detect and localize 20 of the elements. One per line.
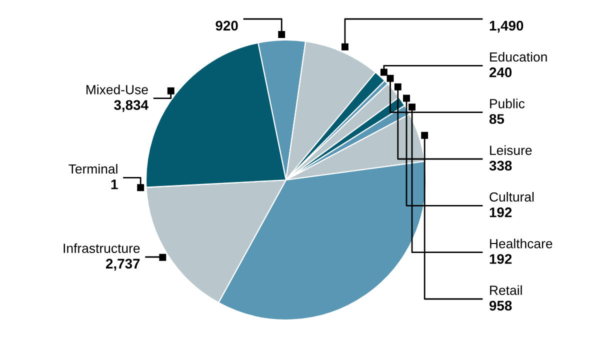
data-label: 240 <box>489 67 512 78</box>
slice-label: Infrastructure <box>64 243 140 253</box>
slice-label: Public <box>490 98 525 108</box>
data-label: 338 <box>489 160 512 171</box>
slice-label: Education <box>490 52 547 62</box>
data-label: 920 <box>216 20 238 31</box>
slice-label: Terminal <box>68 164 118 174</box>
data-label: 1,490 <box>490 20 524 33</box>
slice-label: Retail <box>490 285 522 295</box>
slice-label: Leisure <box>490 145 532 155</box>
data-label: 192 <box>490 207 512 218</box>
data-label: 958 <box>489 300 512 311</box>
slice-label: Mixed-Use <box>86 84 148 94</box>
data-label: 192 <box>490 254 512 264</box>
slice-label: Healthcare <box>490 238 552 248</box>
slice-label: Cultural <box>490 192 534 202</box>
data-label: 3,834 <box>114 100 148 112</box>
data-label: 1 <box>111 180 118 190</box>
data-label: 2,737 <box>106 258 140 271</box>
data-label: 85 <box>489 114 504 124</box>
